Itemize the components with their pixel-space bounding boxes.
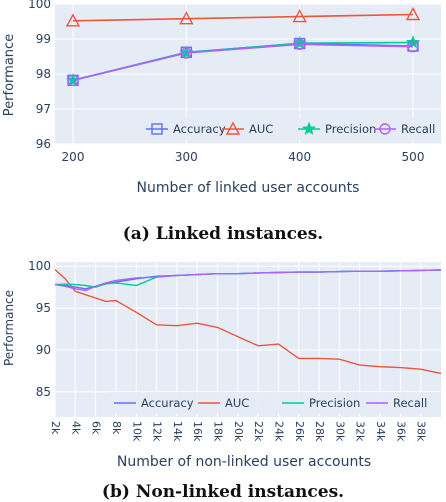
legend-label-auc: AUC (225, 396, 249, 410)
x-tick-22k: 22k (252, 421, 265, 442)
x-tick-12k: 12k (151, 421, 164, 442)
legend-label-precision: Precision (309, 396, 360, 410)
x-tick-28k: 28k (313, 421, 326, 442)
legend-marker-accuracy (151, 123, 163, 135)
point-auc-2 (292, 9, 307, 23)
chart-b-y-ticks: 85 90 95 100 (28, 259, 51, 399)
point-auc-0 (65, 13, 81, 27)
caption-b: (b) Non-linked instances. (101, 482, 345, 502)
legend-marker-precision (302, 121, 316, 135)
x-tick-10k: 10k (130, 421, 143, 442)
chart-a-series (65, 7, 421, 87)
point-recall-0 (67, 74, 79, 87)
chart-b-x-ticks: 2k 4k 6k 8k 10k 12k 14k 16k 18k 20k 22k 24k 26k 28k 30… (49, 421, 428, 442)
chart-a-y-ticks: 96 97 98 99 100 (28, 0, 51, 151)
legend-label-accuracy: Accuracy (173, 122, 226, 136)
legend-label-accuracy: Accuracy (141, 396, 194, 410)
y-tick-98: 98 (36, 67, 51, 81)
x-tick-20k: 20k (232, 421, 245, 442)
x-tick-30k: 30k (333, 421, 346, 442)
legend-label-auc: AUC (249, 122, 273, 136)
y-tick-90: 90 (36, 343, 51, 357)
chart-b-legend: Accuracy AUC Precision Recall (106, 392, 441, 414)
x-tick-500: 500 (402, 150, 425, 164)
chart-a-y-axis-label: Performance (2, 34, 17, 116)
y-tick-97: 97 (36, 102, 51, 116)
chart-b-gridlines (54, 262, 441, 417)
x-tick-24k: 24k (272, 421, 285, 442)
legend-label-recall: Recall (393, 396, 427, 410)
y-tick-100: 100 (28, 0, 51, 11)
point-recall-2 (293, 38, 306, 50)
x-tick-6k: 6k (90, 421, 103, 435)
x-tick-200: 200 (62, 150, 85, 164)
chart-a-legend: Accuracy AUC Precision Recall (138, 118, 441, 140)
x-tick-2k: 2k (49, 421, 62, 435)
series-line-recall (72, 43, 414, 82)
chart-a-x-ticks: 200 300 400 500 (62, 150, 425, 164)
chart-a-gridlines (55, 3, 441, 145)
legend-box (138, 118, 441, 140)
y-tick-99: 99 (36, 32, 51, 46)
caption-a: (a) Linked instances. (122, 224, 324, 244)
point-recall-3 (407, 41, 419, 53)
y-tick-100: 100 (28, 259, 51, 273)
chart-b-y-axis-label: Performance (2, 290, 16, 366)
series-line-auc (72, 13, 414, 22)
legend-label-recall: Recall (401, 122, 435, 136)
x-tick-34k: 34k (374, 421, 387, 442)
point-auc-3 (405, 7, 421, 21)
x-tick-400: 400 (288, 150, 311, 164)
x-tick-38k: 38k (415, 421, 428, 442)
legend-marker-auc (225, 121, 241, 135)
series-line-auc (54, 268, 442, 375)
point-recall-1 (180, 47, 193, 59)
x-tick-32k: 32k (354, 421, 367, 442)
series-line-recall (54, 269, 442, 292)
chart-b-plot-area (55, 262, 441, 417)
y-tick-95: 95 (36, 301, 51, 315)
legend-marker-recall (379, 123, 391, 135)
x-tick-36k: 36k (394, 421, 407, 442)
point-auc-1 (179, 11, 194, 25)
x-tick-8k: 8k (110, 421, 123, 435)
legend-box (106, 392, 441, 414)
x-tick-4k: 4k (69, 421, 82, 435)
y-tick-85: 85 (36, 385, 51, 399)
y-tick-96: 96 (36, 137, 51, 151)
x-tick-18k: 18k (212, 421, 225, 442)
legend-label-precision: Precision (325, 122, 376, 136)
x-tick-300: 300 (175, 150, 198, 164)
chart-b-x-axis-label: Number of non-linked user accounts (117, 454, 371, 470)
chart-a: 96 97 98 99 100 200 300 400 500 Performance Num… (2, 0, 441, 196)
x-tick-26k: 26k (293, 421, 306, 442)
chart-b-series (54, 268, 442, 375)
x-tick-14k: 14k (171, 421, 184, 442)
chart-a-x-axis-label: Number of linked user accounts (137, 180, 360, 196)
x-tick-16k: 16k (191, 421, 204, 442)
